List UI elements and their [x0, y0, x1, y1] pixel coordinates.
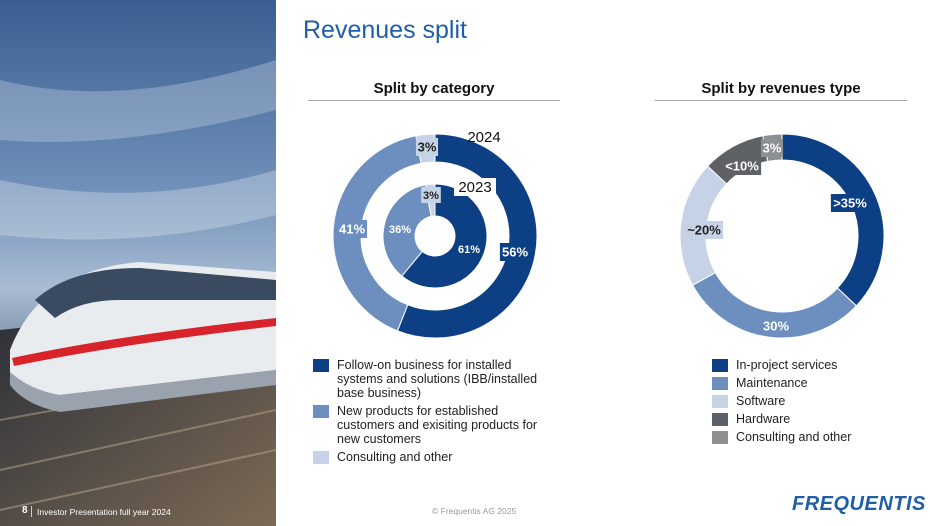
legend-label: Software [736, 394, 786, 408]
legend-label: Maintenance [736, 376, 808, 390]
series-label-2023-bg [454, 178, 496, 196]
legend-category: Follow-on business for installed systems… [313, 358, 543, 468]
chart-title-revenues-type: Split by revenues type [701, 80, 861, 97]
series-label-2024: 2024 [467, 129, 500, 146]
legend-item: Software [712, 394, 902, 408]
ring-revenues-label-bg [722, 157, 762, 175]
legend-item: Consulting and other [313, 450, 543, 464]
legend-label: Consulting and other [337, 450, 453, 464]
ring-2024-slice [332, 135, 422, 332]
legend-item: New products for established customers a… [313, 404, 543, 446]
legend-swatch [712, 431, 728, 444]
ring-revenues-label: >35% [833, 196, 867, 211]
legend-swatch [712, 413, 728, 426]
ring-2023-label: 61% [458, 244, 480, 256]
chart-title-category: Split by category [373, 80, 495, 97]
train-photo [0, 0, 276, 526]
ring-2024-label: 41% [339, 222, 365, 237]
ring-revenues-slice [781, 133, 885, 307]
ring-2024-label: 3% [418, 140, 437, 155]
ring-2023-label: 36% [389, 224, 411, 236]
legend-label: Consulting and other [736, 430, 852, 444]
legend-item: Hardware [712, 412, 902, 426]
ring-2024-label-bg [415, 138, 439, 156]
legend-swatch [712, 359, 728, 372]
ring-revenues-label-bg [760, 317, 792, 335]
ring-2023-label-bg [455, 241, 483, 257]
legend-swatch [313, 405, 329, 418]
legend-swatch [712, 395, 728, 408]
legend-item: Maintenance [712, 376, 902, 390]
legend-item: Consulting and other [712, 430, 902, 444]
slide-number: 8 [22, 505, 28, 516]
footer-separator [31, 506, 32, 517]
legend-swatch [313, 451, 329, 464]
ring-revenues-label-bg [760, 139, 784, 157]
ring-2024-slice [396, 133, 538, 339]
ring-2023-label-bg [386, 221, 414, 237]
ring-2023-label-bg [421, 187, 441, 203]
legend-label: In-project services [736, 358, 838, 372]
ring-2023-label: 3% [423, 190, 439, 202]
ring-2024-label: 56% [502, 245, 528, 260]
ring-revenues-label: ~20% [687, 223, 721, 238]
ring-2024-label-bg [499, 243, 531, 261]
legend-label: New products for established customers a… [337, 404, 538, 446]
legend-item: Follow-on business for installed systems… [313, 358, 543, 400]
legend-item: In-project services [712, 358, 902, 372]
frequentis-logo: FREQUENTIS [792, 493, 926, 515]
legend-label: Follow-on business for installed systems… [337, 358, 538, 400]
ring-revenues-label: <10% [725, 159, 759, 174]
series-label-2023: 2023 [458, 179, 491, 196]
legend-revenues-type: In-project services Maintenance Software… [712, 358, 902, 448]
ring-revenues-label-bg [684, 221, 724, 239]
ring-2023-slice [401, 183, 488, 289]
divider-revenues-type [655, 100, 907, 101]
ring-revenues-label-bg [830, 194, 870, 212]
footer-text: Investor Presentation full year 2024 [37, 507, 171, 517]
legend-label: Hardware [736, 412, 791, 426]
legend-swatch [712, 377, 728, 390]
ring-2024-label-bg [336, 220, 368, 238]
ring-revenues-label: 3% [763, 141, 782, 156]
ring-revenues-label: 30% [763, 319, 789, 334]
copyright: © Frequentis AG 2025 [432, 506, 517, 516]
legend-swatch [313, 359, 329, 372]
page-title: Revenues split [303, 16, 467, 44]
divider-category [308, 100, 560, 101]
